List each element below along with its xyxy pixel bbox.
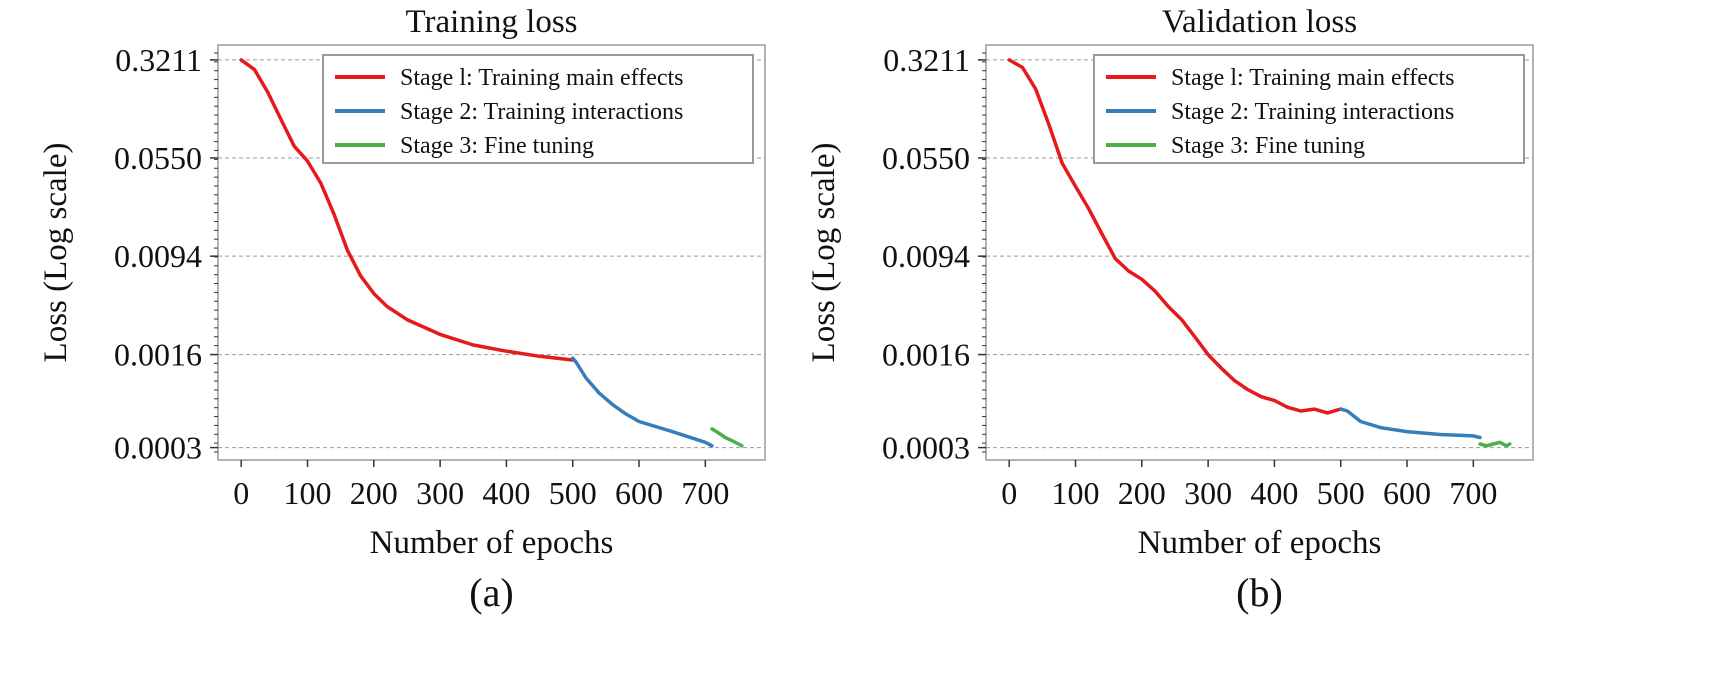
series-line-stage-2 — [1338, 407, 1482, 440]
legend-box — [1093, 54, 1525, 164]
y-tick-label: 0.0003 — [882, 430, 970, 466]
y-tick-label: 0.0550 — [882, 140, 970, 176]
x-tick-label: 0 — [233, 475, 249, 511]
x-tick-label: 100 — [1052, 475, 1100, 511]
x-tick-label: 700 — [681, 475, 729, 511]
y-tick-label: 0.3211 — [115, 42, 202, 78]
plot-frame — [217, 44, 766, 461]
panel-label: (a) — [469, 570, 513, 615]
chart-title: Training loss — [405, 4, 577, 40]
chart-title: Validation loss — [1162, 4, 1357, 40]
x-tick-label: 600 — [615, 475, 663, 511]
y-axis-label: Loss (Log scale) — [806, 143, 842, 363]
x-tick-label: 300 — [416, 475, 464, 511]
chart-panel-a: 0.3211 0.0550 0.0094 0.0016 0.0003 0 100 200 300… — [38, 4, 766, 615]
y-tick-label: 0.0094 — [882, 238, 970, 274]
series-line-stage-1 — [1007, 58, 1343, 415]
plot-frame — [985, 44, 1534, 461]
y-tick-label: 0.0003 — [114, 430, 202, 466]
legend-label-stage-3: Stage 3: Fine tuning — [400, 133, 594, 159]
x-tick-label: 500 — [1317, 475, 1365, 511]
y-tick-label: 0.0016 — [882, 337, 970, 373]
legend-label-stage-2: Stage 2: Training interactions — [400, 99, 683, 125]
x-tick-label: 0 — [1001, 475, 1017, 511]
legend-box — [322, 54, 754, 164]
x-tick-label: 200 — [350, 475, 398, 511]
y-tick-label: 0.0550 — [114, 140, 202, 176]
series-line-stage-3 — [710, 427, 744, 448]
y-axis-label: Loss (Log scale) — [38, 143, 74, 363]
legend: Stage l: Training main effects Stage 2: T… — [322, 54, 754, 164]
x-tick-label: 200 — [1118, 475, 1166, 511]
panel-label: (b) — [1236, 570, 1283, 615]
series-line-stage-2 — [570, 356, 714, 448]
legend-label-stage-1: Stage l: Training main effects — [1171, 65, 1455, 91]
x-tick-label: 600 — [1383, 475, 1431, 511]
x-axis-label: Number of epochs — [1138, 525, 1382, 561]
legend-label-stage-2: Stage 2: Training interactions — [1171, 99, 1454, 125]
x-tick-label: 400 — [1250, 475, 1298, 511]
y-tick-label: 0.3211 — [883, 42, 970, 78]
series-line-stage-1 — [239, 58, 575, 362]
x-tick-label: 500 — [549, 475, 597, 511]
y-tick-label: 0.0016 — [114, 337, 202, 373]
x-tick-label: 300 — [1184, 475, 1232, 511]
series-line-stage-3 — [1478, 440, 1512, 448]
legend-label-stage-1: Stage l: Training main effects — [400, 65, 684, 91]
x-tick-label: 700 — [1449, 475, 1497, 511]
legend-label-stage-3: Stage 3: Fine tuning — [1171, 133, 1365, 159]
x-axis-label: Number of epochs — [370, 525, 614, 561]
x-tick-label: 400 — [482, 475, 530, 511]
x-tick-label: 100 — [284, 475, 332, 511]
chart-panel-b: 0.3211 0.0550 0.0094 0.0016 0.0003 0 100 200 300… — [806, 4, 1534, 615]
y-tick-label: 0.0094 — [114, 238, 202, 274]
legend: Stage l: Training main effects Stage 2: T… — [1093, 54, 1525, 164]
